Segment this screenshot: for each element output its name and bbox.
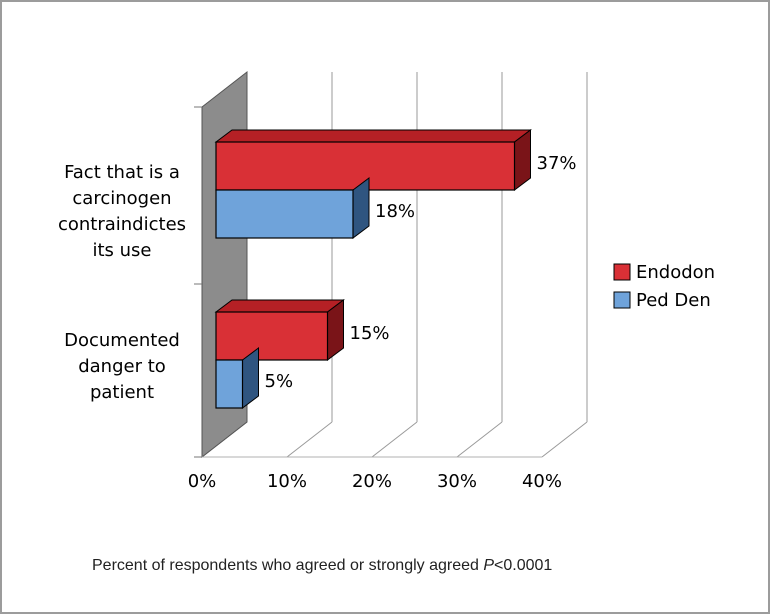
category-label: contraindictes	[58, 214, 186, 235]
bar-endodon	[215, 311, 329, 361]
x-tick-label: 30%	[437, 471, 477, 492]
category-label: Documented	[64, 330, 180, 351]
legend-swatch	[613, 291, 631, 309]
floor-gridline	[286, 421, 333, 458]
floor-gridline	[371, 421, 418, 458]
chart-caption: Percent of respondents who agreed or str…	[92, 557, 552, 575]
caption-text: Percent of respondents who agreed or str…	[92, 557, 479, 574]
category-label: its use	[92, 240, 151, 261]
x-tick-label: 20%	[352, 471, 392, 492]
x-tick-label: 10%	[267, 471, 307, 492]
bar-top	[214, 129, 532, 143]
category-label: danger to	[78, 356, 166, 377]
category-label: carcinogen	[72, 188, 171, 209]
caption-p-symbol: P	[483, 557, 495, 574]
data-label: 37%	[537, 153, 577, 174]
caption-p-value: <0.0001	[494, 557, 553, 574]
category-label: Fact that is a	[64, 162, 180, 183]
category-label: patient	[90, 382, 154, 403]
data-label: 15%	[350, 323, 390, 344]
x-tick-label: 40%	[522, 471, 562, 492]
bar-ped-den	[215, 189, 354, 239]
legend-label: Ped Den	[636, 290, 711, 311]
legend-swatch	[613, 263, 631, 281]
bar-ped-den	[215, 359, 244, 409]
x-tick-label: 0%	[188, 471, 217, 492]
bar-top	[214, 299, 345, 313]
data-label: 5%	[265, 371, 294, 392]
floor-gridline	[456, 421, 503, 458]
legend-label: Endodon	[636, 262, 715, 283]
floor-gridline	[541, 421, 588, 458]
data-label: 18%	[375, 201, 415, 222]
